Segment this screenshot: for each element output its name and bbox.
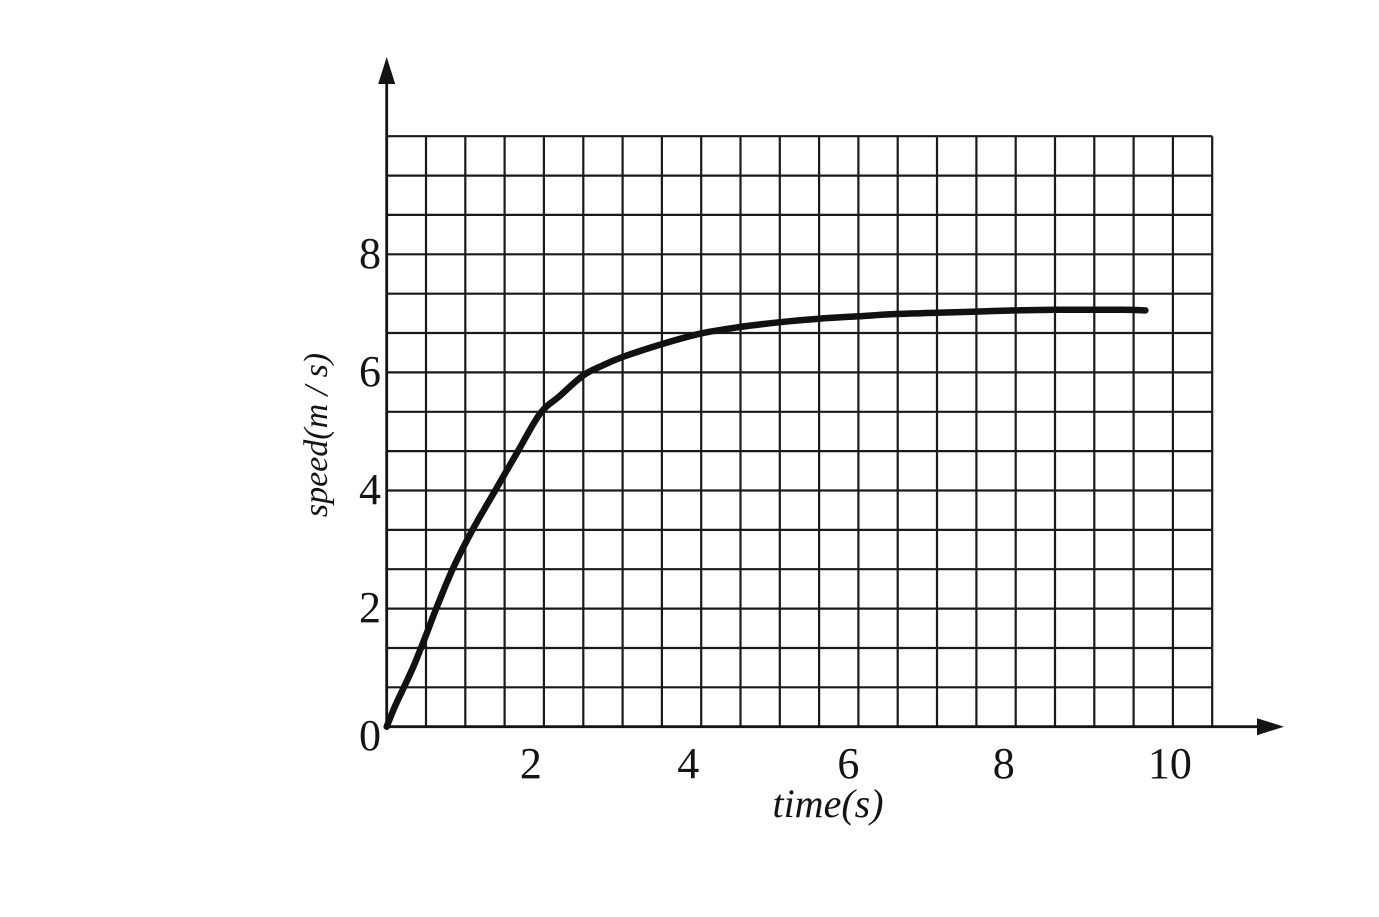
y-axis-label: speed(m / s) [298,353,335,517]
x-axis-arrow-icon [1257,718,1284,736]
grid [385,135,1214,728]
speed-curve [383,306,1149,730]
y-tick-label: 4 [359,465,381,514]
y-tick-label: 6 [359,347,381,396]
y-axis-arrow-icon [378,57,396,84]
tick-labels: 2 4 6 8 10 2 4 6 8 0 [359,229,1192,788]
x-tick-label: 4 [677,739,699,788]
x-tick-label: 6 [837,739,859,788]
origin-tick-label: 0 [359,711,381,760]
x-tick-label: 10 [1148,739,1192,788]
axes [378,57,1284,736]
x-axis-label: time(s) [772,781,883,826]
x-tick-label: 8 [993,739,1015,788]
y-tick-label: 2 [359,583,381,632]
y-tick-label: 8 [359,229,381,278]
x-tick-label: 2 [520,739,542,788]
